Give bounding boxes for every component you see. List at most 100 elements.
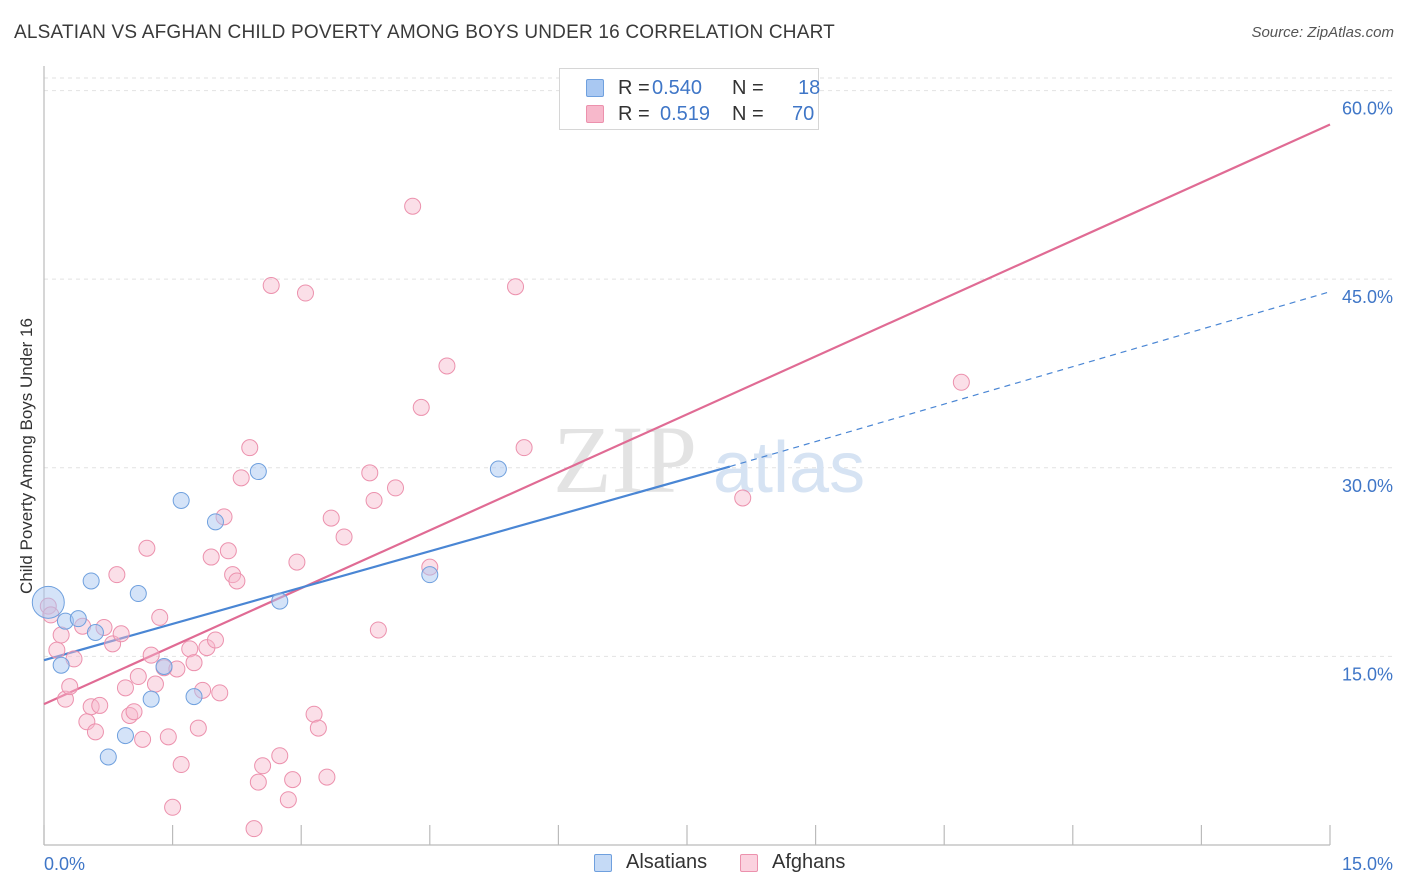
legend-r-value: 0.519	[660, 103, 711, 125]
afghan-point	[515, 439, 533, 457]
afghan-point	[232, 469, 250, 487]
afghan-point	[952, 373, 970, 391]
afghan-point	[365, 491, 383, 509]
watermark: ZIP atlas	[553, 406, 865, 513]
alsatian-point	[172, 491, 190, 509]
alsatian-point	[99, 748, 117, 766]
afghan-point	[219, 542, 237, 560]
chart-title: ALSATIAN VS AFGHAN CHILD POVERTY AMONG B…	[14, 22, 835, 43]
legend-n-label: N =	[732, 103, 764, 125]
afghan-point	[86, 723, 104, 741]
legend-n-value: 70	[792, 103, 815, 125]
alsatian-point	[489, 460, 507, 478]
afghan-point	[146, 675, 164, 693]
alsatian-point	[86, 624, 104, 642]
alsatian-point	[271, 592, 289, 610]
afghan-point	[369, 621, 387, 639]
afghan-point	[202, 548, 220, 566]
alsatian-point	[116, 727, 134, 745]
afghan-point	[284, 771, 302, 789]
afghan-point	[245, 820, 263, 838]
y-tick-label: 15.0%	[1342, 664, 1393, 684]
legend-n-label: N =	[732, 77, 764, 99]
y-axis-label: Child Poverty Among Boys Under 16	[17, 318, 36, 594]
series-label-afghans: Afghans	[772, 851, 846, 873]
afghan-point	[91, 696, 109, 714]
afghan-point	[129, 668, 147, 686]
alsatian-point	[69, 610, 87, 628]
y-tick-label: 60.0%	[1342, 99, 1393, 119]
afghan-point	[322, 509, 340, 527]
source-credit: Source: ZipAtlas.com	[1251, 24, 1394, 41]
afghan-point	[172, 756, 190, 774]
legend-r-label: R =	[618, 103, 650, 125]
alsatian-trend-line	[43, 465, 731, 662]
afghan-point	[734, 489, 752, 507]
afghan-point	[335, 528, 353, 546]
legend-n-value: 18	[798, 77, 821, 99]
alsatian-point	[129, 585, 147, 603]
series-legend-alsatians: Alsatians	[594, 851, 724, 877]
afghan-point	[309, 719, 327, 737]
afghan-point	[142, 646, 160, 664]
afghan-point	[185, 654, 203, 672]
afghan-point	[241, 439, 259, 457]
legend-row-alsatians: R = 0.540 N = 18	[586, 77, 820, 101]
afghan-point	[206, 631, 224, 649]
afghan-point	[125, 703, 143, 721]
afghan-point	[159, 728, 177, 746]
afghan-point	[211, 684, 229, 702]
afghan-point	[279, 791, 297, 809]
legend-r-value: 0.540	[652, 77, 703, 99]
afghan-point	[48, 641, 66, 659]
legend-swatch-afghans	[586, 105, 604, 123]
alsatian-point	[206, 513, 224, 531]
afghan-point	[288, 553, 306, 571]
axes	[43, 66, 1331, 846]
alsatian-point	[82, 572, 100, 590]
alsatian-point	[142, 690, 160, 708]
series-legend-afghans: Afghans	[740, 851, 860, 877]
alsatian-trend-extension	[729, 291, 1331, 468]
afghan-point	[296, 284, 314, 302]
afghan-trend-line	[43, 123, 1331, 706]
tick-labels: 15.0% 30.0% 45.0% 60.0% 0.0% 15.0%	[44, 99, 1393, 874]
series-swatch-alsatians	[594, 854, 612, 872]
grid-lines	[44, 77, 1395, 657]
afghan-point	[262, 276, 280, 294]
legend-r-label: R =	[618, 77, 650, 99]
afghan-point	[116, 679, 134, 697]
afghan-point	[138, 539, 156, 557]
afghan-point	[249, 773, 267, 791]
y-tick-label: 45.0%	[1342, 287, 1393, 307]
afghan-point	[112, 625, 130, 643]
afghan-point	[438, 357, 456, 375]
afghan-point	[305, 705, 323, 723]
afghan-point	[56, 690, 74, 708]
alsatian-point	[249, 463, 267, 481]
afghan-point	[108, 566, 126, 584]
afghan-point	[134, 730, 152, 748]
afghan-point	[387, 479, 405, 497]
correlation-legend: R = 0.540 N = 18 R = 0.519 N = 70	[559, 68, 820, 130]
y-tick-label: 30.0%	[1342, 476, 1393, 496]
series-swatch-afghans	[740, 854, 758, 872]
afghan-point	[254, 757, 272, 775]
afghan-point	[164, 798, 182, 816]
alsatian-point	[421, 566, 439, 584]
alsatian-point	[31, 585, 65, 619]
afghan-point	[412, 398, 430, 416]
afghan-point	[189, 719, 207, 737]
alsatian-point	[52, 656, 70, 674]
afghan-point	[318, 768, 336, 786]
afghan-point	[228, 572, 246, 590]
afghan-point	[181, 640, 199, 658]
legend-row-afghans: R = 0.519 N = 70	[586, 103, 816, 127]
data-points	[31, 197, 970, 838]
alsatian-point	[155, 657, 173, 675]
afghan-point	[404, 197, 422, 215]
x-tick-label: 0.0%	[44, 854, 85, 874]
afghan-point	[361, 464, 379, 482]
legend-swatch-alsatians	[586, 79, 604, 97]
